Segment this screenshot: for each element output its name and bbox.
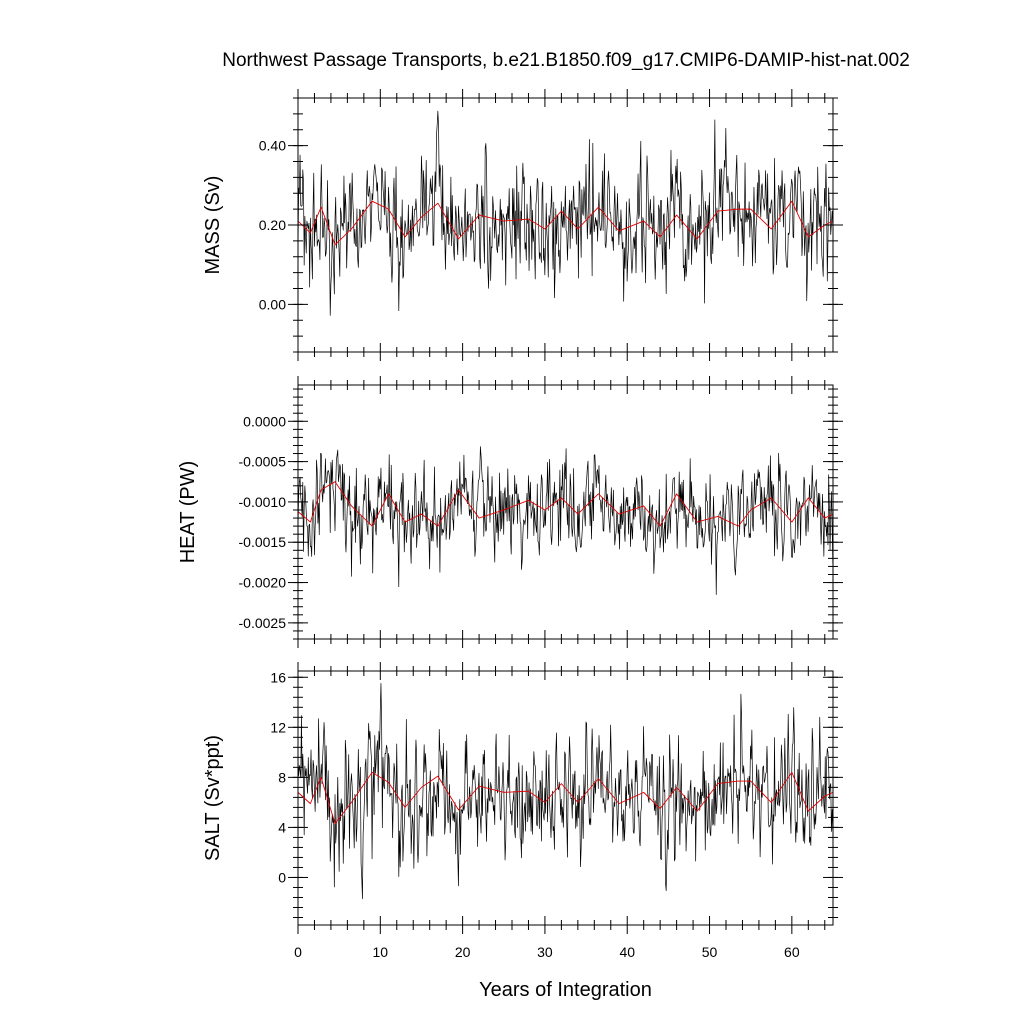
salt-ytick-label: 8: [278, 769, 286, 785]
mass-ytick-label: 0.00: [259, 296, 286, 312]
heat-smoothed-line: [298, 481, 833, 527]
salt-ytick-label: 4: [278, 819, 286, 835]
heat-ytick-label: -0.0010: [239, 494, 287, 510]
figure-title: Northwest Passage Transports, b.e21.B185…: [222, 50, 910, 71]
salt-xtick-label: 0: [294, 944, 302, 960]
salt-frame: [297, 670, 834, 926]
salt-panel: 0 4 8 12 16 0 10 20 30 40 50 60 SALT (Sv*ppt) Years o…: [202, 662, 843, 1001]
heat-raw-line: [298, 446, 833, 595]
heat-frame: [297, 384, 834, 640]
salt-raw-line: [298, 683, 833, 900]
x-axis-label: Years of Integration: [479, 979, 652, 1001]
heat-ytick-label: -0.0005: [239, 454, 287, 470]
salt-ytick-label: 16: [270, 669, 286, 685]
salt-ylabel: SALT (Sv*ppt): [202, 735, 224, 861]
heat-ylabel: HEAT (PW): [177, 461, 199, 564]
mass-ytick-label: 0.40: [259, 138, 286, 154]
heat-ytick-label: -0.0015: [239, 534, 287, 550]
salt-ytick-label: 12: [270, 719, 286, 735]
heat-ytick-label: -0.0025: [239, 615, 287, 631]
salt-xtick-label: 20: [455, 944, 471, 960]
mass-smoothed-line: [298, 200, 833, 246]
salt-xtick-label: 40: [619, 944, 635, 960]
mass-raw-line: [298, 110, 833, 316]
heat-panel: -0.0025 -0.0020 -0.0015 -0.0010 -0.0005 0.000…: [177, 376, 843, 648]
salt-ytick-label: 0: [278, 869, 286, 885]
salt-xtick-label: 30: [537, 944, 553, 960]
salt-xtick-label: 10: [373, 944, 389, 960]
mass-panel: 0.00 0.20 0.40 MASS (Sv): [202, 89, 843, 361]
mass-ytick-label: 0.20: [259, 217, 286, 233]
heat-ytick-label: 0.0000: [243, 413, 286, 429]
heat-ytick-label: -0.0020: [239, 575, 287, 591]
mass-ylabel: MASS (Sv): [202, 176, 224, 275]
salt-xtick-label: 60: [784, 944, 800, 960]
salt-smoothed-line: [298, 771, 833, 825]
mass-frame: [297, 97, 834, 353]
salt-xtick-label: 50: [702, 944, 718, 960]
